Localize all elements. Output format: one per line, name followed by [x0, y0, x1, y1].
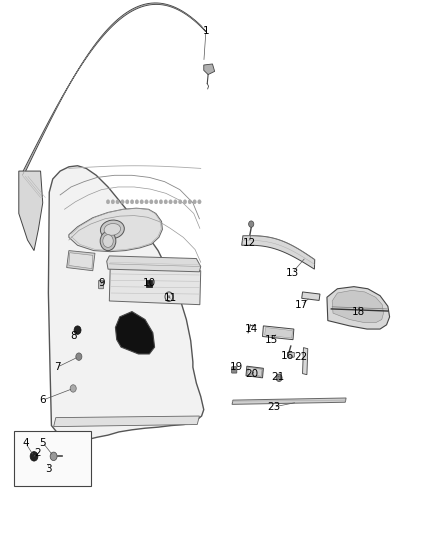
Polygon shape: [48, 166, 204, 441]
Circle shape: [154, 200, 158, 204]
Circle shape: [193, 200, 196, 204]
Text: 15: 15: [265, 335, 278, 345]
Circle shape: [76, 353, 82, 360]
FancyBboxPatch shape: [99, 280, 104, 289]
Polygon shape: [69, 253, 93, 269]
Circle shape: [178, 200, 182, 204]
Polygon shape: [327, 287, 390, 329]
Circle shape: [100, 231, 116, 251]
Text: 1: 1: [203, 26, 209, 36]
Circle shape: [140, 200, 143, 204]
Circle shape: [168, 295, 170, 298]
Ellipse shape: [100, 220, 124, 239]
Polygon shape: [69, 208, 162, 252]
Polygon shape: [107, 256, 201, 272]
Circle shape: [249, 221, 254, 227]
Circle shape: [173, 200, 177, 204]
Text: 9: 9: [98, 278, 105, 288]
Circle shape: [149, 200, 153, 204]
Text: 21: 21: [271, 372, 284, 382]
Text: 11: 11: [164, 293, 177, 303]
Text: 19: 19: [230, 362, 243, 372]
Polygon shape: [332, 290, 384, 322]
Text: 12: 12: [243, 238, 256, 248]
FancyBboxPatch shape: [232, 367, 237, 373]
Text: 14: 14: [245, 324, 258, 334]
Circle shape: [183, 200, 187, 204]
Polygon shape: [204, 64, 215, 75]
Circle shape: [164, 200, 167, 204]
Circle shape: [116, 200, 120, 204]
Text: 13: 13: [286, 268, 299, 278]
Polygon shape: [248, 367, 262, 376]
Text: 3: 3: [45, 464, 52, 474]
Circle shape: [126, 200, 129, 204]
Polygon shape: [19, 171, 43, 251]
Circle shape: [198, 200, 201, 204]
Text: 6: 6: [39, 395, 46, 405]
Circle shape: [159, 200, 162, 204]
Polygon shape: [110, 268, 201, 305]
Circle shape: [50, 452, 57, 461]
Polygon shape: [246, 366, 263, 378]
Polygon shape: [232, 398, 346, 405]
Polygon shape: [67, 251, 95, 271]
Text: 23: 23: [267, 402, 280, 412]
Polygon shape: [303, 348, 308, 375]
Circle shape: [145, 200, 148, 204]
Text: 16: 16: [281, 351, 294, 361]
Polygon shape: [262, 326, 294, 340]
Polygon shape: [302, 292, 320, 301]
Polygon shape: [265, 327, 293, 338]
Text: 4: 4: [22, 438, 28, 448]
Circle shape: [74, 326, 81, 334]
Text: 20: 20: [245, 369, 258, 378]
Polygon shape: [21, 3, 206, 180]
Circle shape: [121, 200, 124, 204]
Circle shape: [131, 200, 134, 204]
Text: 10: 10: [143, 278, 156, 288]
Circle shape: [30, 451, 38, 461]
Text: 17: 17: [295, 300, 308, 310]
Circle shape: [169, 200, 172, 204]
Circle shape: [135, 200, 138, 204]
Text: 22: 22: [294, 352, 307, 361]
FancyBboxPatch shape: [146, 280, 152, 287]
Polygon shape: [53, 416, 199, 426]
Text: 18: 18: [352, 306, 365, 317]
FancyBboxPatch shape: [287, 352, 294, 357]
Ellipse shape: [104, 223, 120, 235]
Circle shape: [103, 235, 113, 247]
FancyBboxPatch shape: [14, 431, 92, 486]
Text: 2: 2: [34, 448, 40, 458]
Circle shape: [70, 385, 76, 392]
Circle shape: [276, 374, 282, 382]
Circle shape: [111, 200, 115, 204]
Circle shape: [106, 200, 110, 204]
Polygon shape: [242, 236, 315, 269]
Text: 5: 5: [39, 438, 46, 448]
Polygon shape: [116, 312, 155, 354]
Circle shape: [188, 200, 191, 204]
Text: 8: 8: [70, 332, 77, 342]
Text: 7: 7: [54, 362, 60, 372]
